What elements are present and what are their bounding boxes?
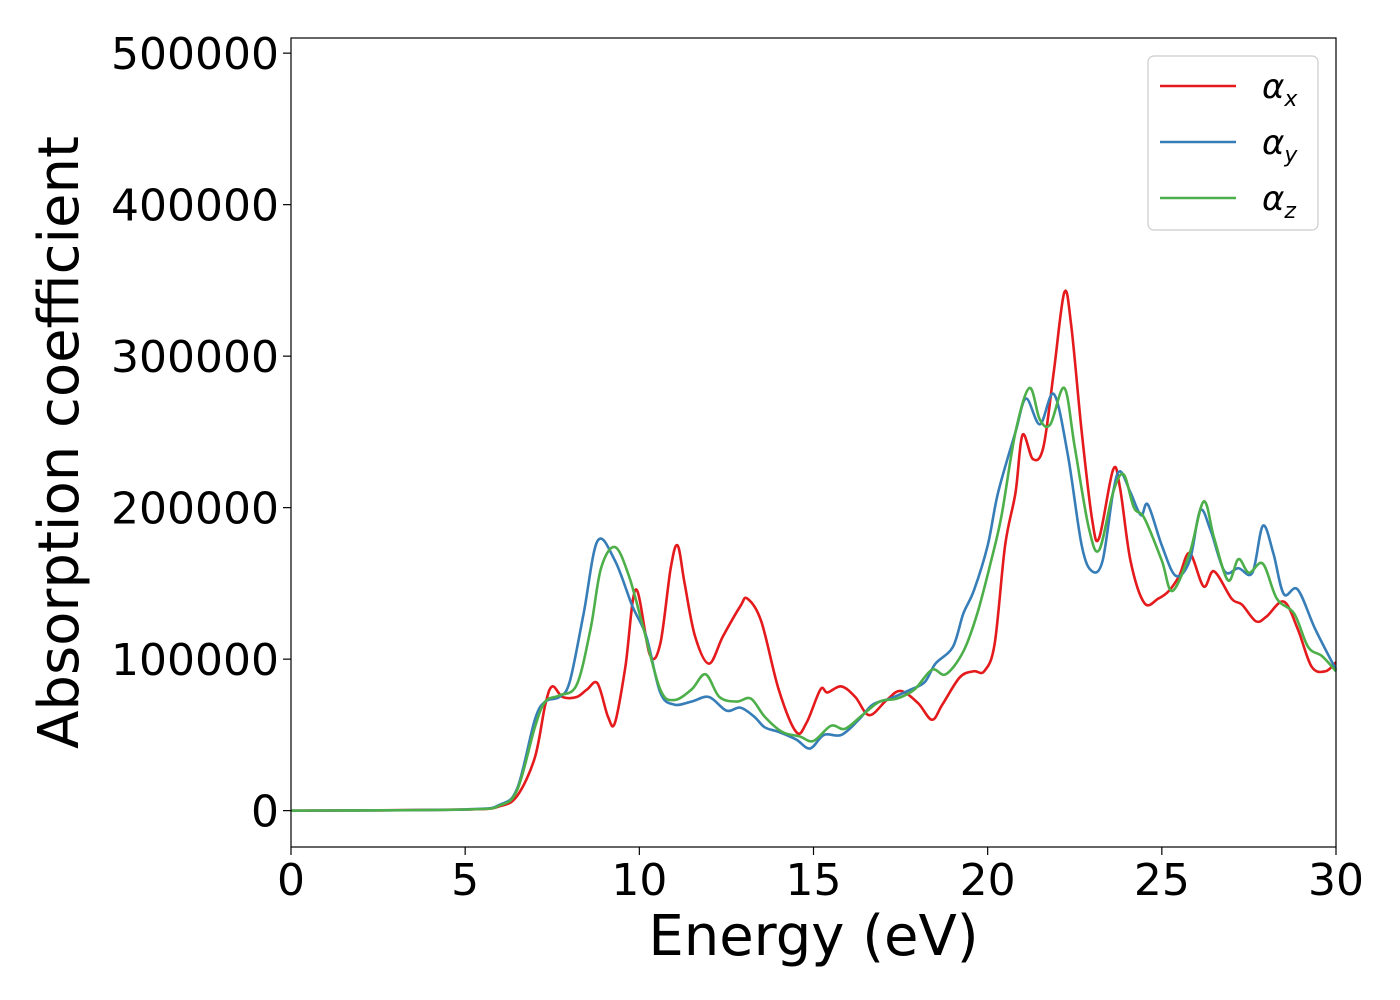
x-tick-label: 15 — [786, 855, 842, 906]
legend-label-z: αz — [1262, 179, 1296, 224]
y-tick-label: 200000 — [111, 484, 279, 535]
x-tick-label: 20 — [960, 855, 1016, 906]
plot-lines — [290, 289, 1338, 812]
y-tick-label: 0 — [251, 787, 279, 838]
x-tick-label: 30 — [1308, 855, 1364, 906]
y-tick-label: 500000 — [111, 29, 279, 80]
legend-label-x: αx — [1262, 67, 1298, 112]
y-axis: 0 100000 200000 300000 400000 500000 — [111, 29, 291, 838]
y-tick-label: 400000 — [111, 181, 279, 232]
series-line-y — [290, 392, 1338, 812]
x-tick-label: 10 — [611, 855, 667, 906]
x-tick-label: 25 — [1134, 855, 1190, 906]
legend-label-y: αy — [1262, 123, 1298, 168]
x-axis-title: Energy (eV) — [648, 904, 978, 969]
series-line-z — [290, 386, 1337, 812]
x-tick-label: 5 — [451, 855, 479, 906]
series-line-x — [290, 289, 1337, 812]
y-tick-label: 300000 — [111, 332, 279, 383]
x-tick-label: 0 — [277, 855, 305, 906]
x-axis: 0 5 10 15 20 25 30 — [277, 847, 1364, 906]
y-axis-title: Absorption coefficient — [27, 136, 92, 749]
legend: αx αy αz — [1147, 55, 1319, 231]
y-tick-label: 100000 — [111, 635, 279, 686]
